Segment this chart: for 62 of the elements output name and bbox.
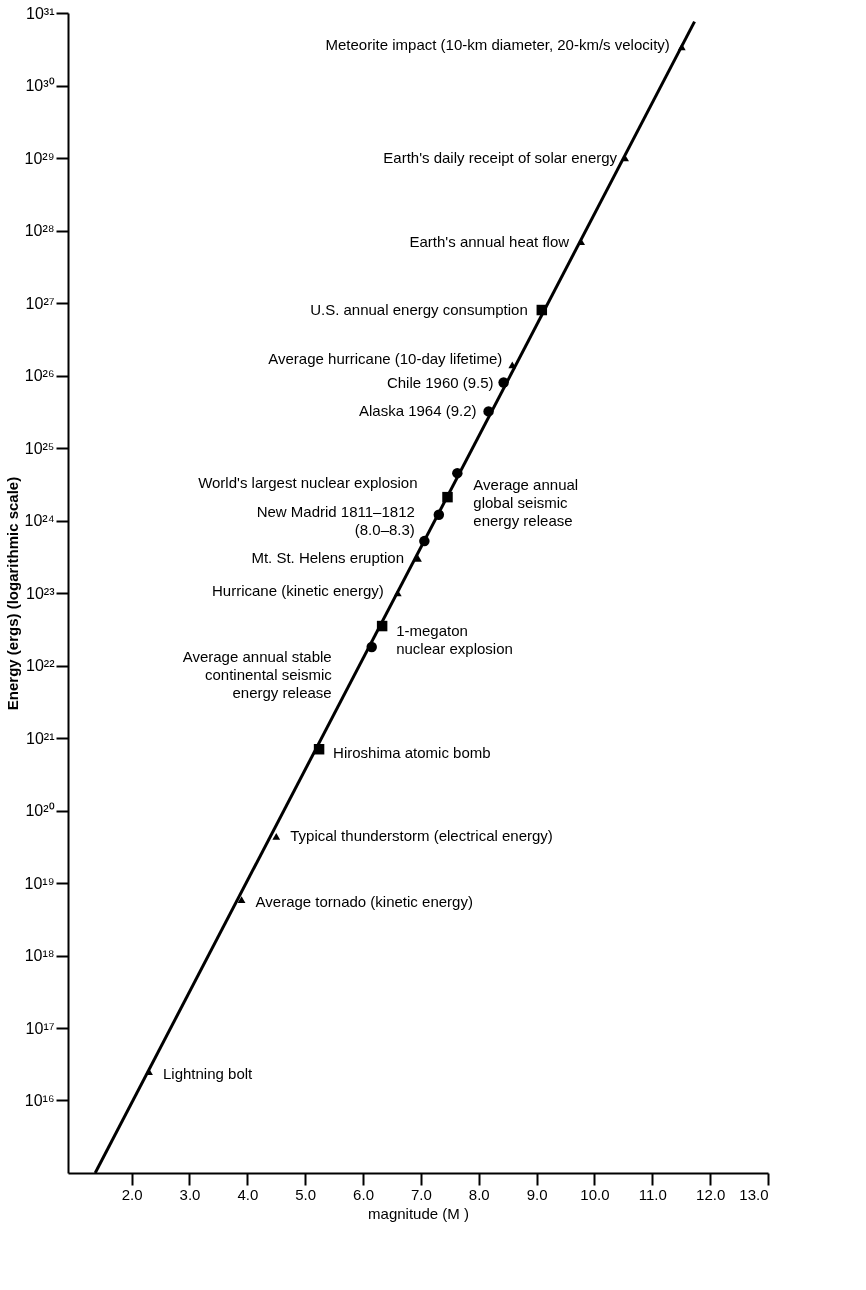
point <box>366 641 377 653</box>
y-tick-label: 10¹⁸ <box>24 947 55 964</box>
point <box>237 896 246 903</box>
annotation: Typical thunderstorm (electrical energy) <box>290 827 553 845</box>
point <box>508 361 517 369</box>
y-tick-label: 10²⁵ <box>24 439 55 457</box>
y-tick-label: 10²⁴ <box>24 512 55 529</box>
point <box>419 535 430 547</box>
point <box>498 377 509 388</box>
y-axis-title: Energy (ergs) (logarithmic scale) <box>3 476 21 711</box>
y-tick-label: 10³¹ <box>26 4 55 22</box>
x-tick-label: 11.0 <box>638 1185 667 1203</box>
y-tick-label: 10²⁸ <box>24 222 55 239</box>
x-tick-label: 12.0 <box>696 1185 726 1203</box>
annotation: Earth's annual heat flow <box>409 232 570 250</box>
annotation: Meteorite impact (10-km diameter, 20-km/s velocity) <box>325 35 670 53</box>
annotation: Earth's daily receipt of solar energy <box>383 149 618 166</box>
annotation: Mt. St. Helens eruption <box>251 549 404 567</box>
point <box>483 406 494 417</box>
y-tick-label: 10²² <box>26 657 56 674</box>
x-tick-label: 9.0 <box>526 1185 548 1203</box>
annotation: Hiroshima atomic bomb <box>333 744 491 762</box>
y-tick-label: 10²⁰ <box>25 802 55 819</box>
y-tick-label: 10¹⁷ <box>25 1019 55 1037</box>
x-axis-title: magnitude (M ) <box>368 1204 469 1222</box>
x-tick-label: 3.0 <box>179 1185 201 1203</box>
annotation: U.S. annual energy consumption <box>310 301 528 319</box>
point <box>442 491 453 503</box>
y-tick-label: 10²³ <box>26 584 56 602</box>
y-tick-label: 10²¹ <box>26 729 55 747</box>
y-tick-label: 10¹⁹ <box>24 874 55 892</box>
point <box>536 304 548 316</box>
point <box>376 620 388 632</box>
point <box>313 743 325 755</box>
x-tick-label: 7.0 <box>410 1185 432 1203</box>
x-tick-label: 8.0 <box>468 1185 490 1203</box>
point <box>414 555 422 562</box>
annotation: Average hurricane (10-day lifetime) <box>268 349 503 367</box>
annotation: Hurricane (kinetic energy) <box>212 582 384 599</box>
point <box>452 467 463 479</box>
annotation: World's largest nuclear explosion <box>198 474 418 492</box>
x-tick-label: 10.0 <box>580 1185 610 1203</box>
annotation: Lightning bolt <box>162 1064 254 1082</box>
x-tick-label: 5.0 <box>295 1185 317 1203</box>
y-tick-label: 10³⁰ <box>25 77 55 94</box>
x-tick-label: 13.0 <box>739 1185 769 1203</box>
point <box>433 509 445 520</box>
x-tick-label: 4.0 <box>237 1185 259 1203</box>
y-tick-label: 10²⁹ <box>24 149 55 167</box>
annotation: Average tornado (kinetic energy) <box>255 892 473 910</box>
point <box>272 833 281 840</box>
x-tick-label: 6.0 <box>353 1185 374 1203</box>
y-tick-label: 10²⁷ <box>25 294 55 312</box>
y-tick-label: 10²⁶ <box>24 367 55 384</box>
annotation: Average annual global seismic energy release <box>473 476 579 530</box>
annotation: Average annual stable continental seismic energy release <box>182 647 333 701</box>
y-tick-label: 10¹⁶ <box>24 1092 55 1109</box>
annotation: Alaska 1964 (9.2) <box>359 402 477 420</box>
x-tick-label: 2.0 <box>121 1185 143 1203</box>
annotation: 1-megaton nuclear explosion <box>396 622 513 658</box>
annotation: New Madrid 1811–1812 (8.0–8.3) <box>256 502 415 538</box>
annotation: Chile 1960 (9.5) <box>386 373 494 391</box>
